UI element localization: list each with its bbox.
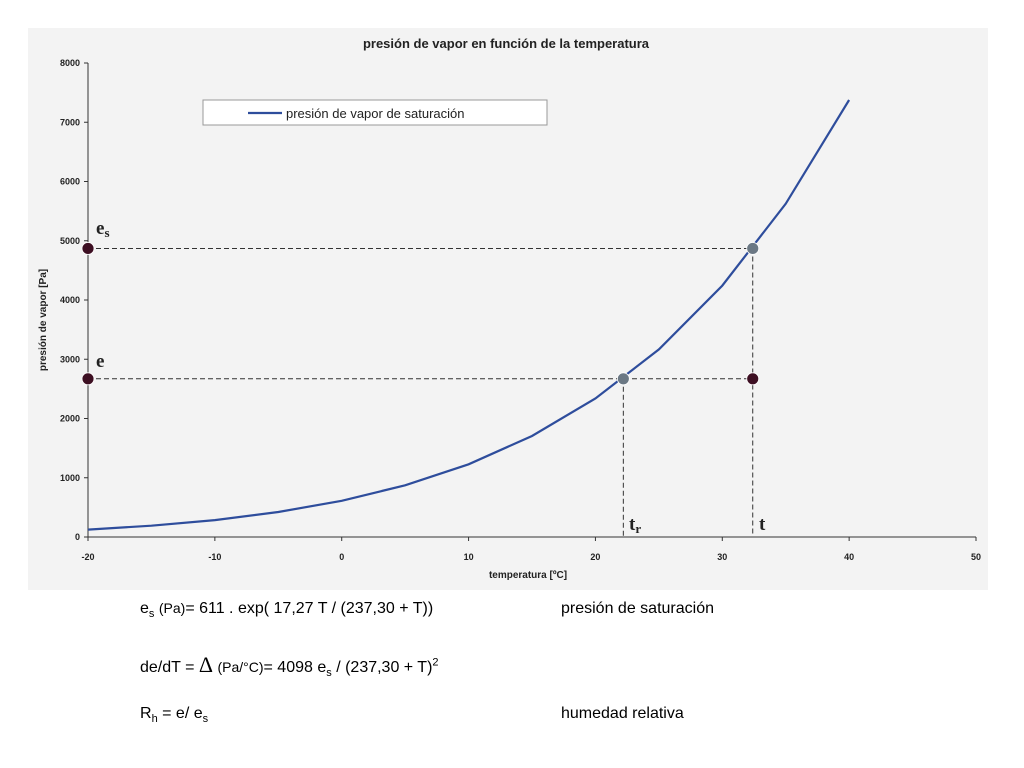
t-annotation: t (759, 514, 766, 535)
formula-unit-pa: (Pa) (158, 600, 186, 616)
e-axis-point (81, 372, 95, 386)
formula-rh-expression: = e/ e (157, 705, 203, 722)
x-tick-label: 0 (339, 552, 344, 562)
tr-annotation: tr (629, 514, 641, 536)
x-tick-label: 10 (464, 552, 474, 562)
formula-derivative-expression: = 4098 e (263, 659, 327, 676)
formula-saturation: es (Pa)= 611 . exp( 17,27 T / (237,30 + … (140, 600, 433, 620)
formula-derivative-denominator: / (237,30 + T) (331, 659, 433, 676)
formula-es-symbol: e (140, 600, 149, 617)
x-tick-label: 20 (590, 552, 600, 562)
delta-symbol: Δ (198, 652, 214, 677)
y-tick-label: 8000 (60, 58, 80, 68)
formula-derivative-lhs: de/dT = (140, 659, 199, 676)
formula-rh-expression-subscript: s (202, 713, 209, 726)
x-axis-title: temperatura [ºC] (489, 570, 567, 581)
formula-derivative: de/dT = Δ (Pa/°C)= 4098 es / (237,30 + T… (140, 652, 439, 679)
formula-saturation-expression: = 611 . exp( 17,27 T / (237,30 + T)) (185, 600, 434, 617)
formula-saturation-description: presión de saturación (561, 600, 714, 617)
formula-derivative-exponent: 2 (432, 656, 439, 669)
y-tick-label: 5000 (60, 236, 80, 246)
y-tick-label: 4000 (60, 295, 80, 305)
x-tick-label: 50 (971, 552, 981, 562)
saturation-point (746, 242, 760, 255)
e-annotation: e (96, 351, 104, 372)
y-tick-label: 7000 (60, 117, 80, 127)
formula-derivative-subscript: s (326, 667, 332, 680)
x-tick-label: -20 (81, 552, 94, 562)
legend-label: presión de vapor de saturación (286, 106, 465, 121)
y-tick-label: 2000 (60, 414, 80, 424)
es-annotation: es (96, 218, 110, 240)
y-tick-label: 3000 (60, 354, 80, 364)
formula-rh-subscript: h (151, 713, 158, 726)
x-tick-label: 30 (717, 552, 727, 562)
formula-es-subscript: s (148, 608, 155, 621)
chart-title: presión de vapor en función de la temper… (363, 36, 650, 51)
chart-panel: presión de vapor en función de la temper… (28, 28, 988, 590)
es-axis-point (81, 242, 95, 255)
formula-relative-humidity: Rh = e/ es (140, 705, 208, 725)
vapor-pressure-chart: presión de vapor en función de la temper… (38, 36, 981, 581)
y-tick-label: 6000 (60, 177, 80, 187)
formula-relative-humidity-description: humedad relativa (561, 705, 684, 722)
x-tick-label: -10 (208, 552, 221, 562)
formula-unit-pa-per-c: (Pa/°C) (217, 659, 264, 675)
y-axis-title: presión de vapor [Pa] (38, 269, 49, 371)
y-tick-label: 0 (75, 532, 80, 542)
x-tick-label: 40 (844, 552, 854, 562)
saturation-curve (87, 99, 851, 531)
y-tick-label: 1000 (60, 473, 80, 483)
formula-rh-symbol: R (140, 705, 152, 722)
dewpoint-point (616, 372, 630, 386)
state-point (746, 372, 760, 386)
